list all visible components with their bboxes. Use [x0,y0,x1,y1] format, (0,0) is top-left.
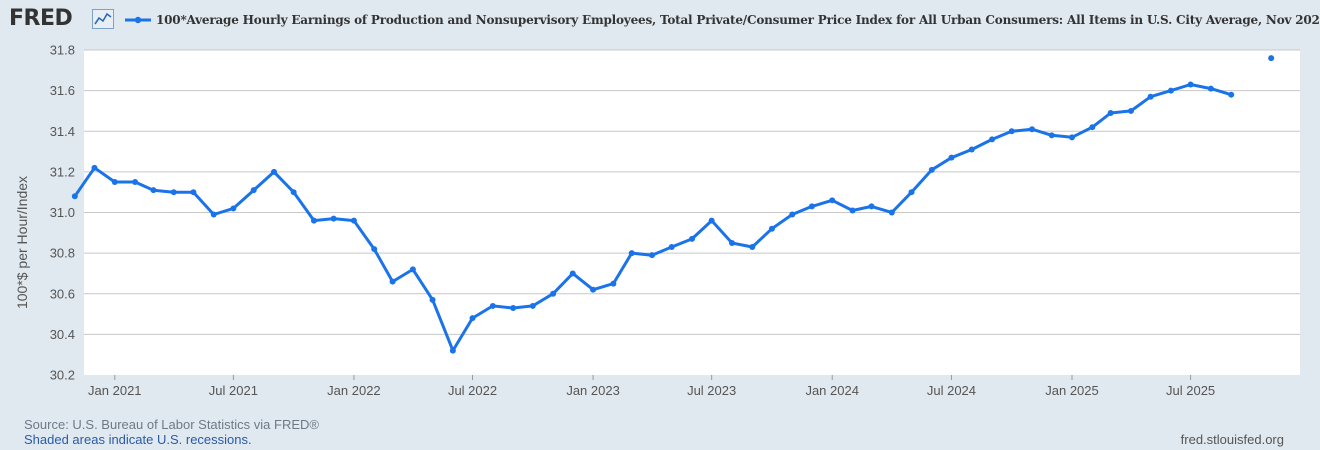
data-point [429,296,436,303]
y-tick-label: 31.8 [50,43,75,58]
fred-logo[interactable]: FRED [9,6,73,31]
data-point [330,215,337,222]
data-point [409,266,416,273]
data-point [469,315,476,322]
data-point [868,203,875,210]
data-point [210,211,217,218]
x-tick-label: Jan 2025 [1045,383,1099,398]
data-point [1069,134,1075,141]
x-tick-label: Jan 2024 [805,383,859,398]
legend-swatch [125,16,151,24]
data-point [590,286,597,293]
data-point [989,136,996,143]
data-point [449,347,456,354]
x-tick-label: Jan 2022 [327,383,381,398]
data-point [1147,93,1154,100]
data-point [1008,128,1015,135]
data-point [628,250,635,257]
data-point [928,166,935,173]
data-point [132,179,139,186]
x-tick-label: Jul 2025 [1166,383,1215,398]
data-point [489,302,496,309]
data-point [569,270,576,277]
data-point [350,217,357,224]
data-point [250,187,257,194]
y-tick-label: 30.8 [50,246,75,261]
y-tick-label: 31.4 [50,124,75,139]
data-point [1187,81,1194,88]
data-point [170,189,177,196]
x-tick-label: Jul 2023 [687,383,736,398]
data-point [550,290,557,297]
x-tick-label: Jul 2022 [448,383,497,398]
line-chart-icon [92,9,114,29]
source-note: Source: U.S. Bureau of Labor Statistics … [24,417,319,432]
data-point [389,278,396,285]
data-point [728,239,735,246]
y-tick-label: 31.6 [50,83,75,98]
chart-header: FRED 100*Average Hourly Earnings of Prod… [0,0,1320,40]
data-point [968,146,975,153]
data-point [948,154,955,161]
data-point [1048,132,1055,139]
data-point [371,246,378,253]
y-tick-label: 31.0 [50,205,75,220]
data-point [111,179,118,186]
data-point [1167,87,1174,94]
data-point [1127,107,1134,114]
data-point [829,197,836,204]
data-point [749,244,756,251]
data-point [510,304,517,311]
data-point [1089,124,1096,131]
data-point [768,225,775,232]
data-point [888,209,895,216]
data-point [689,235,695,242]
data-point [1268,55,1275,62]
data-point [529,302,536,309]
data-point [1107,109,1114,116]
legend-label: 100*Average Hourly Earnings of Productio… [156,13,1320,27]
data-point [150,187,157,194]
data-point [310,217,317,224]
data-point [849,207,856,214]
data-point [190,189,197,196]
data-point [610,280,617,287]
data-point [271,168,277,175]
y-tick-label: 30.4 [50,327,75,342]
fred-url-link[interactable]: fred.stlouisfed.org [1180,432,1284,447]
data-point [808,203,815,210]
data-point [290,189,297,196]
y-tick-label: 30.6 [50,286,75,301]
data-point [71,193,78,200]
data-point [789,211,796,218]
data-point [908,189,915,196]
data-point [1029,126,1036,133]
data-point [668,244,675,251]
y-axis-label: 100*$ per Hour/Index [14,176,30,309]
x-tick-label: Jul 2024 [927,383,976,398]
data-point [1228,91,1235,98]
recession-note[interactable]: Shaded areas indicate U.S. recessions. [24,432,252,447]
data-point [649,252,656,259]
y-tick-label: 30.2 [50,368,75,383]
line-chart: 30.2 30.4 30.6 30.8 31.0 31.2 31.4 31.6 31.8 Jan … [14,43,1300,398]
x-tick-label: Jul 2021 [209,383,258,398]
x-tick-label: Jan 2023 [566,383,620,398]
data-point [708,217,715,224]
data-point [1207,85,1214,92]
y-tick-label: 31.2 [50,164,75,179]
x-tick-label: Jan 2021 [88,383,142,398]
data-point [230,205,237,212]
data-point [91,164,98,171]
